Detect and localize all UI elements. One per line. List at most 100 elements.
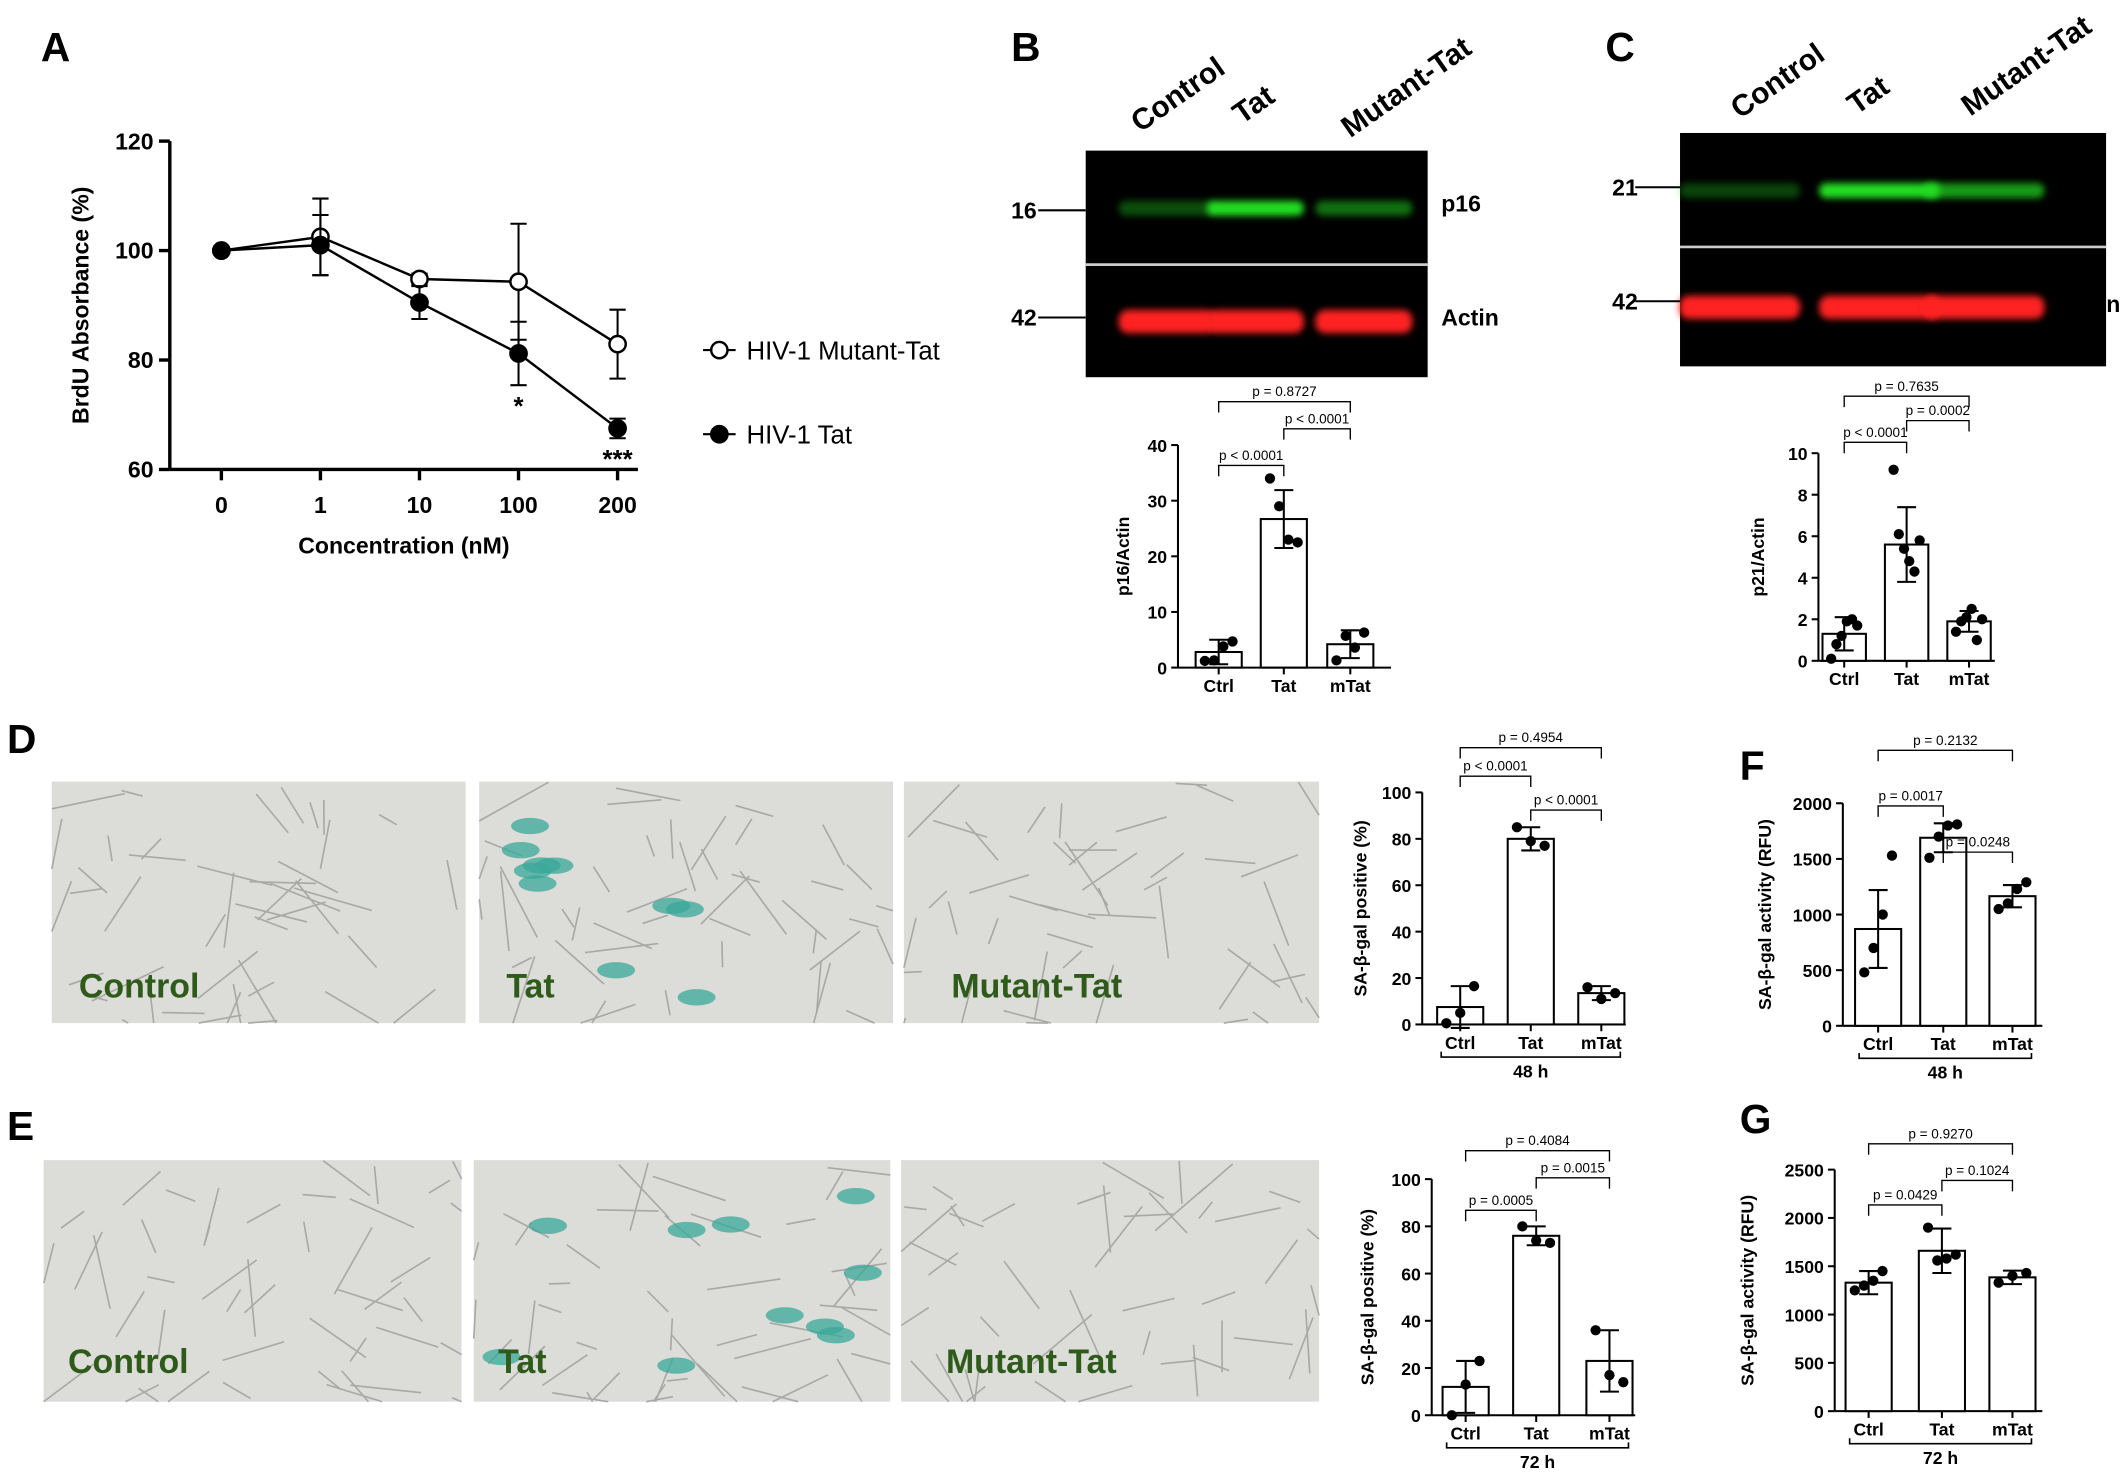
y-tick-label: 1000	[1793, 905, 1832, 925]
y-tick-label: 2500	[1785, 1160, 1824, 1180]
cell-outline	[903, 1017, 907, 1024]
cell-outline	[51, 880, 73, 932]
x-tick-label: Tat	[1518, 1033, 1543, 1053]
comparison-bracket	[1459, 775, 1532, 787]
series-marker	[608, 334, 627, 354]
data-point	[1596, 993, 1607, 1005]
y-axis-label: SA-β-gal activity (RFU)	[1737, 1195, 1757, 1386]
cell-outline	[1039, 904, 1096, 920]
data-point	[1292, 537, 1303, 548]
y-tick-label: 0	[1157, 658, 1167, 678]
cell-outline	[1032, 1313, 1093, 1365]
data-point	[1942, 820, 1954, 831]
cell-outline	[472, 1242, 480, 1261]
data-point	[1909, 566, 1920, 577]
y-tick-label: 8	[1798, 486, 1808, 506]
cell-outline	[576, 1341, 598, 1351]
cell-outline	[347, 935, 378, 969]
cell-outline	[115, 1290, 145, 1338]
stained-cell	[597, 962, 636, 979]
data-point	[1993, 1277, 2004, 1288]
cell-outline	[527, 1300, 536, 1355]
y-tick-label: 10	[1148, 603, 1168, 623]
cell-outline	[512, 956, 536, 1024]
red-band	[1118, 310, 1216, 334]
cell-outline	[707, 1278, 781, 1291]
cell-outline	[591, 1000, 607, 1024]
data-point	[1544, 1237, 1556, 1249]
cell-outline	[607, 798, 662, 806]
bar	[1506, 837, 1555, 1026]
cell-outline	[499, 870, 510, 952]
y-tick-label: 0	[1814, 1402, 1824, 1422]
stained-cell	[765, 1307, 804, 1324]
y-tick-label: 0	[1411, 1406, 1421, 1426]
cell-outline	[77, 866, 108, 894]
cell-outline	[125, 1384, 160, 1403]
cell-outline	[1123, 1213, 1173, 1218]
cell-outline	[390, 1256, 431, 1283]
cell-outline	[964, 821, 999, 861]
comparison-bracket	[1843, 441, 1908, 454]
cell-outline	[935, 1353, 964, 1403]
cell-outline	[584, 942, 659, 954]
data-point	[1976, 614, 1988, 625]
y-axis-label: SA-β-gal positive (%)	[1357, 1209, 1377, 1385]
cell-outline	[451, 1396, 462, 1403]
data-point	[1618, 1377, 1629, 1388]
comparison-bracket	[1867, 1204, 1943, 1216]
cell-outline	[472, 1299, 477, 1339]
cell-outline	[948, 1212, 984, 1228]
cell-outline	[1198, 1201, 1213, 1220]
y-axis-label: SA-β-gal positive (%)	[1351, 820, 1371, 996]
p-value: p = 0.1024	[1945, 1163, 2010, 1178]
cell-outline	[700, 848, 719, 880]
y-tick-label: 20	[1401, 1359, 1421, 1379]
cell-outline	[900, 1306, 930, 1327]
y-tick-label: 20	[1148, 547, 1168, 567]
comparison-bracket	[1218, 464, 1285, 477]
x-tick-label: mTat	[1992, 1034, 2033, 1054]
stained-cell	[657, 1357, 696, 1374]
data-point	[1455, 1007, 1466, 1018]
stained-cell	[836, 1188, 875, 1205]
data-point	[1590, 1325, 1601, 1336]
stained-cell	[711, 1216, 750, 1233]
cell-outline	[478, 781, 549, 822]
group-label: 48 h	[1513, 1061, 1548, 1081]
bar	[1844, 1281, 1893, 1413]
x-tick-label: mTat	[1330, 676, 1371, 696]
x-tick-label: 1	[314, 492, 327, 518]
cell-outline	[1069, 1289, 1100, 1356]
cell-outline	[223, 872, 235, 948]
cell-outline	[203, 1187, 220, 1246]
cell-outline	[226, 1289, 242, 1313]
group-bracket	[1848, 1438, 2033, 1445]
cell-outline	[716, 1333, 758, 1347]
cell-outline	[197, 950, 259, 1000]
stained-cell	[667, 1221, 706, 1239]
cell-outline	[646, 1395, 673, 1403]
group-bracket	[1858, 1052, 2033, 1060]
cell-outline	[1097, 887, 1111, 916]
cell-outline	[812, 962, 832, 1024]
cell-outline	[596, 1208, 659, 1212]
cell-outline	[249, 880, 317, 885]
cell-outline	[349, 1337, 367, 1362]
cell-outline	[499, 866, 539, 938]
cell-outline	[964, 1368, 976, 1402]
data-point	[1961, 612, 1972, 623]
y-tick-label: 100	[1382, 783, 1412, 803]
cell-outline	[1081, 852, 1138, 891]
x-tick-label: 100	[499, 492, 537, 518]
data-point	[1340, 630, 1351, 642]
cell-outline	[302, 1193, 336, 1199]
data-point	[1582, 982, 1593, 993]
data-point	[2002, 898, 2014, 909]
p-value: p < 0.0001	[1219, 448, 1283, 463]
cell-outline	[593, 922, 653, 950]
cell-outline	[580, 1003, 636, 1024]
cell-outline	[690, 815, 727, 871]
cell-outline	[629, 1162, 649, 1231]
